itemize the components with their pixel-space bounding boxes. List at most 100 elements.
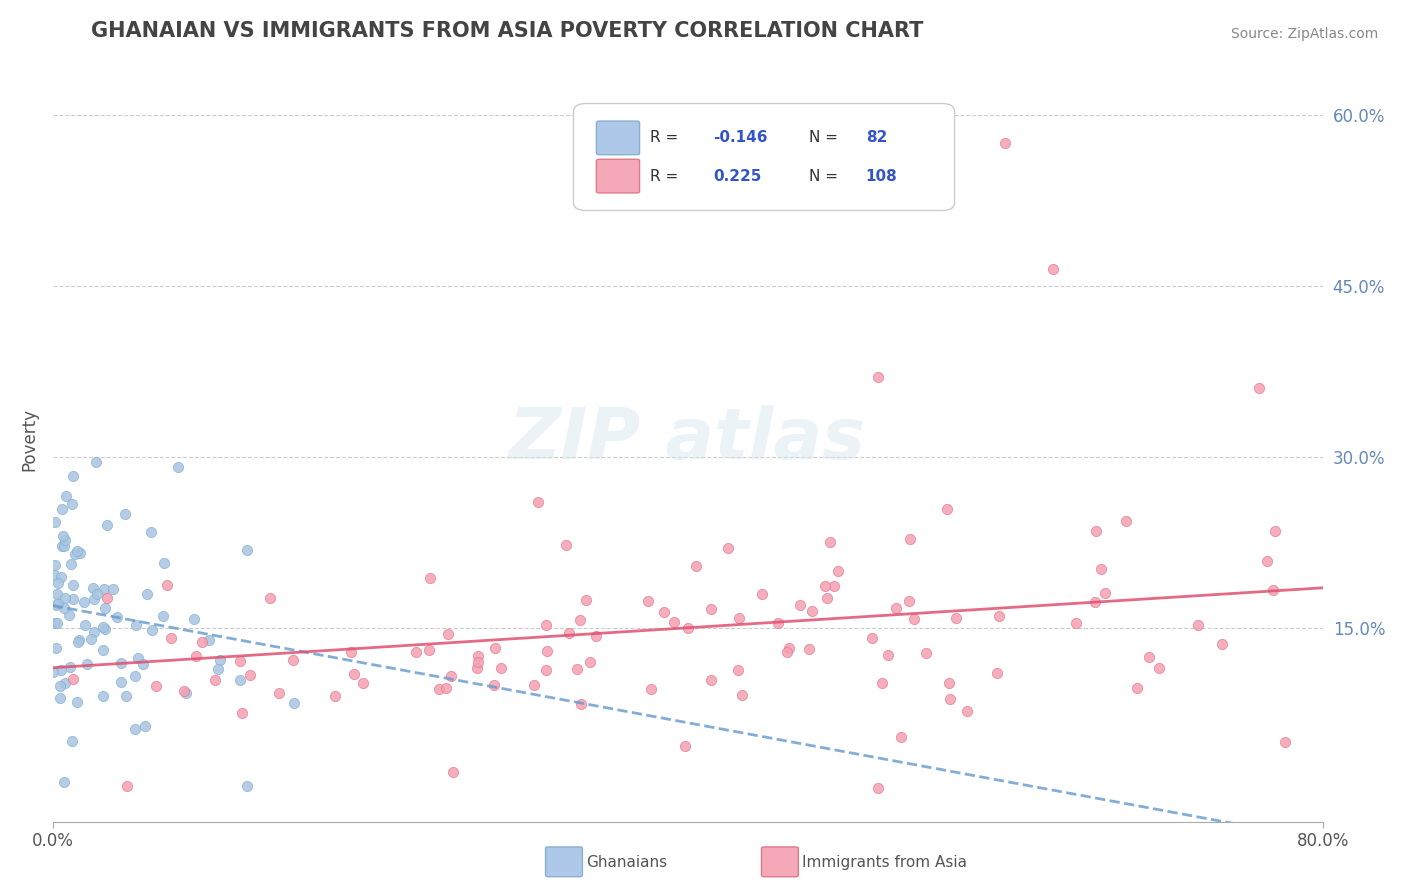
Point (135, 587, 157, 601)
Point (239, 668, 262, 682)
Point (145, 679, 167, 693)
Point (67, 632, 90, 647)
Point (283, 653, 305, 667)
Point (343, 667, 366, 681)
Point (49, 691, 72, 706)
Point (886, 601, 908, 615)
Point (325, 689, 347, 703)
Point (124, 669, 146, 683)
Text: 82: 82 (866, 130, 887, 145)
Point (956, 704, 979, 718)
Point (42, 665, 65, 679)
Text: Immigrants from Asia: Immigrants from Asia (803, 855, 967, 870)
Point (62, 672, 84, 686)
Point (60, 497, 83, 511)
Point (789, 598, 811, 612)
Point (46, 615, 69, 630)
Point (823, 579, 845, 593)
Point (898, 594, 921, 608)
Point (575, 593, 598, 607)
Point (652, 606, 675, 620)
Point (484, 640, 506, 655)
Point (204, 673, 226, 687)
Point (114, 507, 136, 521)
Point (994, 136, 1017, 151)
Point (700, 602, 723, 616)
Point (482, 677, 505, 691)
Point (799, 642, 821, 657)
Point (51, 540, 73, 554)
Text: ZIP atlas: ZIP atlas (509, 405, 866, 475)
Point (45, 641, 67, 656)
Point (66, 695, 89, 709)
Point (53, 539, 76, 553)
Point (283, 696, 305, 710)
Point (51, 663, 73, 677)
Point (173, 683, 195, 698)
Point (419, 571, 441, 585)
Point (101, 582, 124, 596)
Point (418, 642, 440, 657)
Point (197, 632, 219, 647)
Point (1042, 261, 1064, 276)
Point (1137, 650, 1160, 665)
Point (207, 662, 229, 676)
Point (815, 591, 838, 605)
Point (83, 624, 105, 639)
Point (1115, 514, 1137, 528)
Point (1274, 735, 1296, 749)
Point (569, 613, 592, 627)
Point (62, 469, 84, 483)
Point (80, 632, 103, 646)
Point (903, 612, 925, 626)
Point (751, 587, 773, 601)
Point (436, 626, 458, 640)
Point (728, 611, 751, 625)
Text: N =: N = (808, 169, 842, 184)
Point (664, 615, 686, 629)
Point (945, 611, 967, 625)
Point (67, 635, 90, 649)
Text: 0.225: 0.225 (713, 169, 762, 184)
Point (62, 578, 84, 592)
Point (82, 582, 104, 596)
Point (86, 587, 108, 601)
Point (768, 616, 790, 631)
Point (55, 489, 77, 503)
Point (585, 629, 607, 643)
Point (776, 645, 799, 659)
Point (115, 689, 138, 703)
Point (236, 780, 259, 794)
Point (46, 587, 69, 601)
Point (685, 559, 707, 574)
Point (467, 648, 489, 663)
Point (938, 676, 960, 690)
Point (429, 682, 451, 697)
FancyBboxPatch shape (546, 847, 582, 877)
Point (700, 673, 723, 687)
Point (45, 599, 67, 613)
Point (673, 739, 696, 754)
Point (637, 594, 659, 608)
Point (208, 653, 231, 667)
Point (569, 697, 592, 711)
Point (1064, 616, 1087, 631)
Point (465, 661, 488, 675)
Text: N =: N = (808, 130, 842, 145)
Point (558, 626, 581, 640)
Point (93, 689, 115, 703)
Point (231, 706, 253, 721)
Point (52, 529, 75, 543)
Point (1187, 618, 1209, 632)
Point (63, 547, 86, 561)
Point (717, 541, 740, 556)
Point (536, 644, 558, 658)
Point (676, 621, 699, 635)
Point (259, 591, 281, 606)
Point (731, 688, 754, 702)
Point (83, 592, 105, 607)
Point (1084, 595, 1107, 609)
Point (1256, 554, 1278, 568)
Point (73, 595, 96, 609)
FancyBboxPatch shape (596, 121, 640, 154)
